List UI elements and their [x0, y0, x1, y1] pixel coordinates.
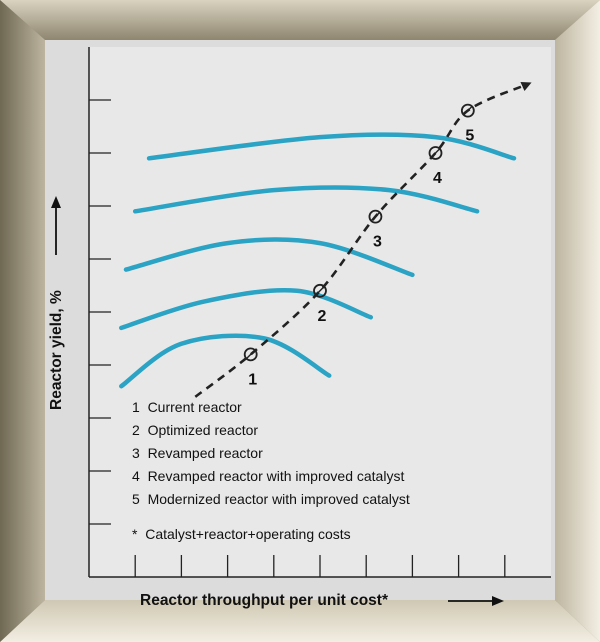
x-ticks	[134, 555, 506, 577]
marker-label-5: 5	[465, 128, 474, 145]
trajectory-marker-slash	[315, 286, 325, 296]
legend: 1 Current reactor 2 Optimized reactor 3 …	[132, 399, 410, 542]
trajectory-marker-3	[368, 209, 383, 224]
y-ticks	[89, 99, 111, 525]
trajectory-markers: 1 2 3 4 5	[243, 103, 475, 388]
trajectory-marker-2	[313, 283, 327, 298]
trajectory-marker-slash	[370, 212, 380, 222]
yield-curves	[119, 132, 517, 389]
yield-curve-2	[119, 288, 374, 331]
axes	[88, 47, 551, 578]
legend-item-4: 4 Revamped reactor with improved catalys…	[132, 468, 404, 484]
marker-label-1: 1	[248, 371, 257, 388]
footnote: * Catalyst+reactor+operating costs	[132, 526, 351, 542]
legend-item-1: 1 Current reactor	[132, 399, 242, 415]
yield-curve-1	[119, 333, 332, 389]
marker-label-3: 3	[373, 234, 382, 251]
legend-item-3: 3 Revamped reactor	[132, 445, 263, 461]
yield-curve-3	[123, 237, 415, 278]
y-axis-label-group: Reactor yield, %	[48, 196, 65, 410]
trajectory-marker-1	[243, 347, 258, 362]
yield-curve-4	[132, 185, 480, 214]
yield-curve-5	[146, 132, 517, 161]
trajectory-marker-slash	[463, 106, 473, 116]
marker-label-2: 2	[318, 308, 327, 325]
x-axis-label-group: Reactor throughput per unit cost*	[140, 592, 504, 609]
marker-label-4: 4	[433, 170, 442, 187]
trajectory-marker-slash	[246, 349, 256, 359]
x-axis-label: Reactor throughput per unit cost*	[140, 592, 389, 609]
legend-item-2: 2 Optimized reactor	[132, 422, 258, 438]
trajectory-marker-4	[428, 146, 443, 160]
trajectory-marker-5	[460, 103, 475, 118]
trajectory-marker-slash	[431, 148, 440, 158]
legend-item-5: 5 Modernized reactor with improved catal…	[132, 491, 410, 507]
y-axis-label: Reactor yield, %	[48, 290, 65, 410]
